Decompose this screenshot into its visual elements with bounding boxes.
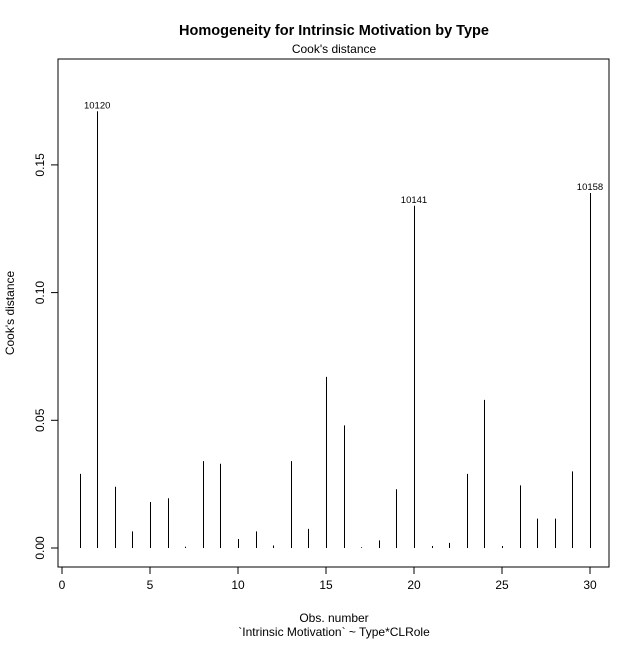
y-tick-label: 0.15 [33,153,47,177]
x-axis-formula-label: `Intrinsic Motivation` ~ Type*CLRole [238,625,430,639]
x-tick-label: 15 [319,578,333,592]
point-label-10120: 10120 [84,100,110,111]
bars-group [80,111,591,548]
x-tick-label: 0 [59,578,66,592]
annotations-group: 10120 10141 10158 [84,100,603,205]
y-axis: 0.00 0.05 0.10 0.15 [33,153,59,560]
y-tick-label: 0.10 [33,281,47,305]
chart-subtitle: Cook's distance [292,42,377,56]
y-tick-label: 0.00 [33,536,47,560]
point-label-10158: 10158 [577,182,603,193]
x-tick-label: 20 [407,578,421,592]
point-label-10141: 10141 [401,195,427,206]
x-tick-label: 5 [147,578,154,592]
chart-title: Homogeneity for Intrinsic Motivation by … [179,23,489,39]
x-tick-label: 10 [231,578,245,592]
x-axis-label: Obs. number [299,611,368,625]
x-tick-label: 30 [583,578,597,592]
y-tick-label: 0.05 [33,408,47,432]
x-axis: 0 5 10 15 20 25 30 [59,566,597,592]
x-tick-label: 25 [495,578,509,592]
y-axis-label: Cook's distance [3,271,17,356]
plot-frame [57,58,610,568]
